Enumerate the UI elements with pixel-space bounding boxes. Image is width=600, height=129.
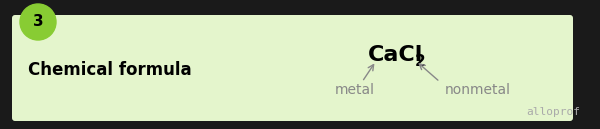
Text: CaCl: CaCl xyxy=(368,45,424,65)
FancyBboxPatch shape xyxy=(12,15,573,121)
Text: 3: 3 xyxy=(32,14,43,30)
Text: 2: 2 xyxy=(415,54,426,70)
Text: Chemical formula: Chemical formula xyxy=(28,61,191,79)
Circle shape xyxy=(20,4,56,40)
Text: alloprof: alloprof xyxy=(526,107,580,117)
Text: nonmetal: nonmetal xyxy=(445,83,511,97)
Text: metal: metal xyxy=(335,83,375,97)
